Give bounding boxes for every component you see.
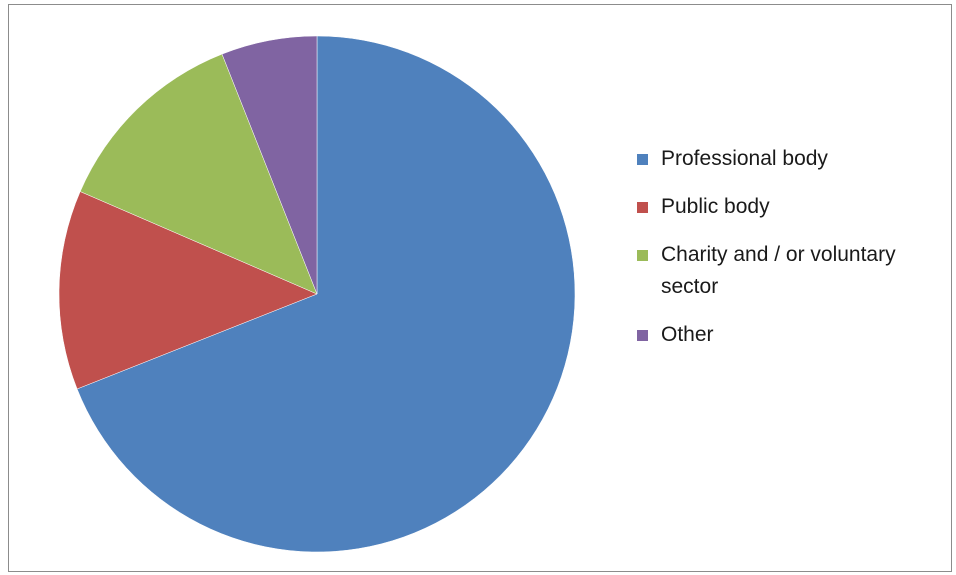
legend-swatch-public-body [637,202,648,213]
pie-slice-professional-body [76,35,576,553]
legend-item-charity: Charity and / or voluntary sector [637,239,947,303]
legend-item-public-body: Public body [637,191,947,223]
legend-swatch-professional-body [637,154,648,165]
legend-swatch-other [637,330,648,341]
pie-slice-public-body [58,191,318,390]
pie-slice-charity [79,53,318,295]
legend-swatch-charity [637,250,648,261]
legend-label-professional-body: Professional body [661,147,828,170]
pie-chart [58,35,576,553]
pie-slice-other [221,35,318,295]
legend-item-professional-body: Professional body [637,143,947,175]
pie-slices [58,35,576,553]
legend: Professional body Public body Charity an… [637,143,947,367]
chart-frame: Professional body Public body Charity an… [8,4,952,572]
legend-label-public-body: Public body [661,195,770,218]
legend-label-other: Other [661,323,714,346]
legend-label-charity: Charity and / or voluntary sector [661,243,896,298]
legend-item-other: Other [637,319,947,351]
